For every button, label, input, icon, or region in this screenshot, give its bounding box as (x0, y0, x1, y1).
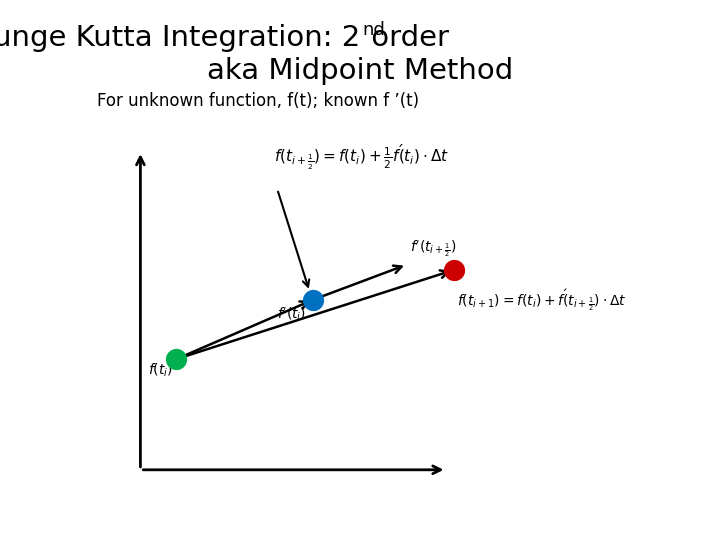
Text: $f(t_i)$: $f(t_i)$ (148, 362, 173, 379)
Point (307, 295, 319, 304)
Text: order: order (362, 24, 449, 52)
Text: nd: nd (362, 21, 385, 38)
Point (171, 355, 182, 363)
Text: $f'(t_i)$: $f'(t_i)$ (276, 305, 306, 323)
Text: aka Midpoint Method: aka Midpoint Method (207, 57, 513, 85)
Text: Runge Kutta Integration: 2: Runge Kutta Integration: 2 (0, 24, 360, 52)
Text: $f(t_{i+\frac{1}{2}})= f(t_i)+\frac{1}{2}f\'(t_i)\cdot\Delta t$: $f(t_{i+\frac{1}{2}})= f(t_i)+\frac{1}{2… (274, 143, 449, 172)
Text: For unknown function, f(t); known f ’(t): For unknown function, f(t); known f ’(t) (97, 92, 419, 110)
Text: $f'(t_{i+\frac{1}{2}})$: $f'(t_{i+\frac{1}{2}})$ (410, 238, 457, 259)
Text: $f(t_{i+1}) = f(t_i)+f\'(t_{i+\frac{1}{2}})\cdot\Delta t$: $f(t_{i+1}) = f(t_i)+f\'(t_{i+\frac{1}{2… (457, 287, 627, 313)
Point (448, 266, 459, 274)
